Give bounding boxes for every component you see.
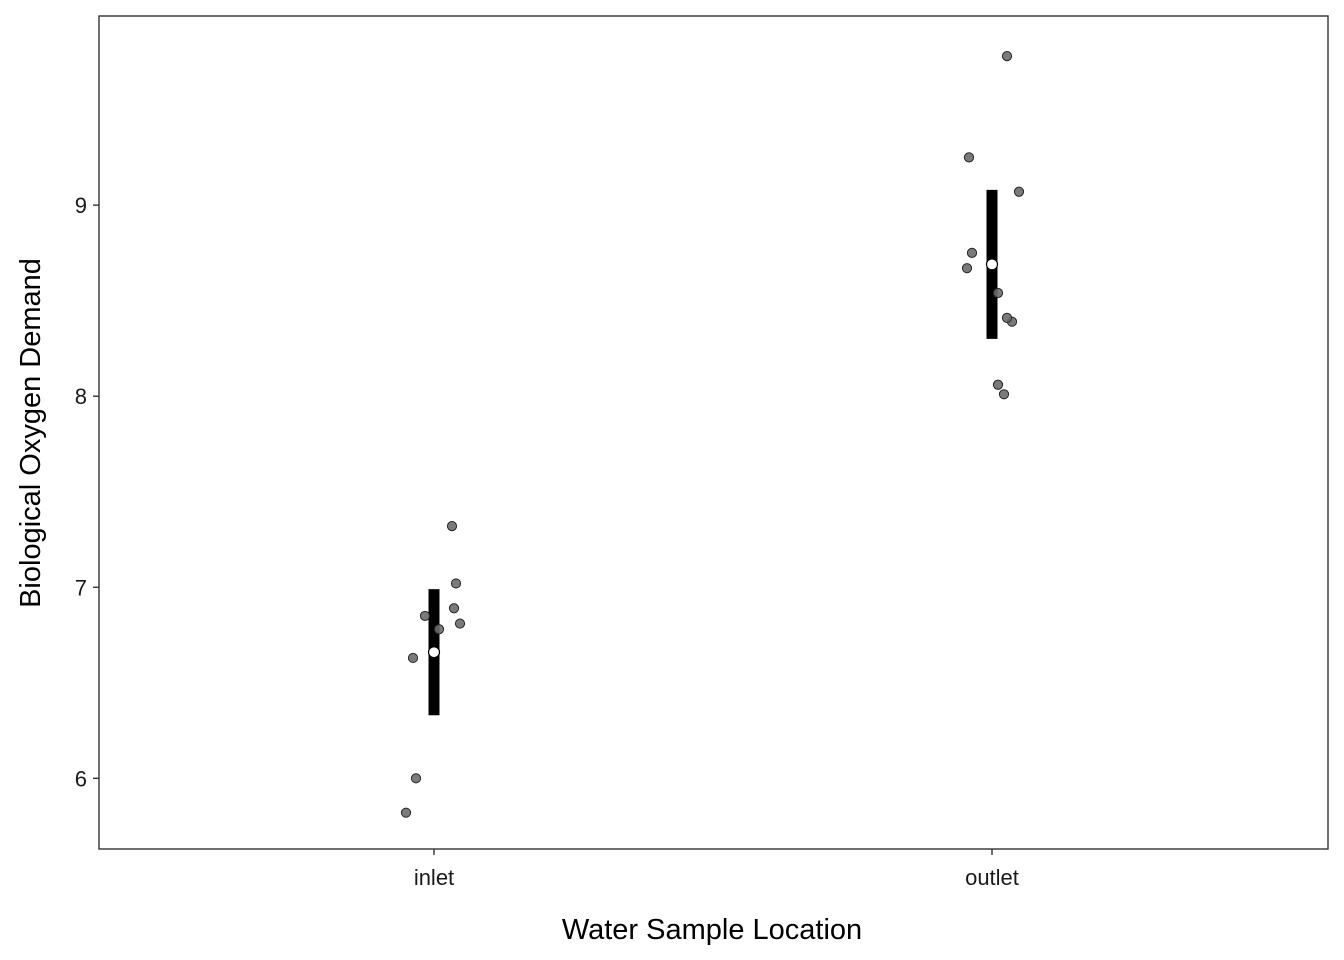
x-tick-label: inlet — [414, 865, 454, 890]
data-point-inlet — [433, 624, 445, 635]
data-point-inlet — [450, 578, 462, 589]
y-tick-label: 6 — [75, 766, 87, 791]
y-tick-label: 7 — [75, 575, 87, 600]
data-point-outlet — [1001, 312, 1013, 323]
data-point-outlet — [966, 247, 978, 259]
mean-marker-outlet — [985, 258, 999, 271]
data-point-outlet — [1001, 51, 1013, 62]
x-axis: inlet outlet — [414, 849, 1019, 890]
x-tick-label: outlet — [965, 865, 1019, 890]
data-points — [400, 51, 1025, 818]
y-tick-label: 8 — [75, 384, 87, 409]
y-axis: 6 7 8 9 — [75, 193, 99, 791]
data-point-outlet — [961, 263, 973, 274]
data-point-inlet — [448, 603, 460, 614]
data-point-inlet — [407, 652, 419, 664]
data-point-outlet — [963, 152, 975, 163]
data-point-outlet — [998, 389, 1010, 400]
data-point-outlet — [992, 379, 1004, 390]
plot-panel — [98, 15, 1329, 850]
y-tick-label: 9 — [75, 193, 87, 218]
data-point-outlet — [992, 287, 1004, 299]
data-point-inlet — [419, 610, 431, 622]
data-point-inlet — [410, 773, 422, 784]
data-point-inlet — [446, 521, 458, 532]
mean-markers — [427, 258, 999, 659]
data-point-inlet — [454, 618, 466, 629]
mean-marker-inlet — [427, 646, 441, 659]
y-axis-title: Biological Oxygen Demand — [15, 258, 47, 608]
x-axis-title: Water Sample Location — [562, 914, 862, 946]
data-point-outlet — [1013, 186, 1025, 197]
data-point-inlet — [400, 807, 412, 818]
